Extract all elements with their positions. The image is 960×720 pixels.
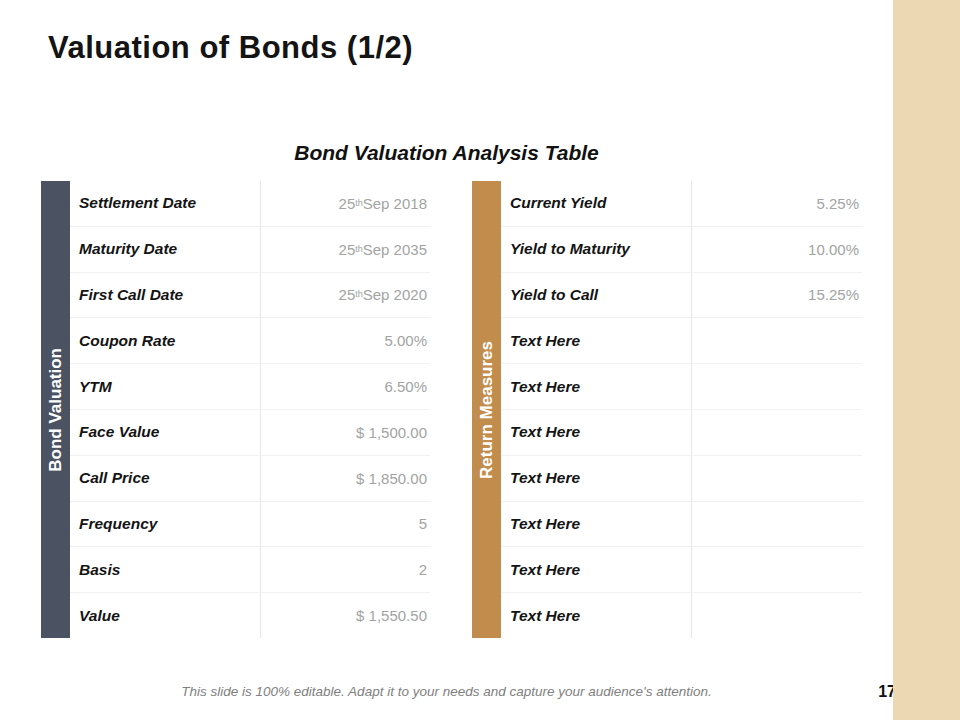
row-label: Settlement Date — [70, 181, 261, 226]
value-text: Sep 2035 — [363, 241, 427, 258]
value-text: 25 — [339, 286, 356, 303]
table-row: Face Value $ 1,500.00 — [70, 410, 430, 456]
page-title: Valuation of Bonds (1/2) — [48, 30, 413, 66]
value-text: 25 — [339, 195, 356, 212]
row-label: Current Yield — [501, 181, 692, 226]
row-label: First Call Date — [70, 273, 261, 318]
value-text: 15.25% — [808, 286, 859, 303]
row-label: Coupon Rate — [70, 318, 261, 363]
row-label: Text Here — [501, 318, 692, 363]
row-label: YTM — [70, 364, 261, 409]
table-row: Value $ 1,550.50 — [70, 593, 430, 638]
row-label: Text Here — [501, 410, 692, 455]
row-label: Basis — [70, 547, 261, 592]
row-value: 6.50% — [261, 364, 430, 409]
row-value — [692, 410, 862, 455]
bond-valuation-table: Bond Valuation Settlement Date 25th Sep … — [41, 181, 430, 638]
return-measures-sidebar: Return Measures — [472, 181, 501, 638]
value-text: 5 — [419, 515, 427, 532]
row-label: Text Here — [501, 364, 692, 409]
table-row: Text Here — [501, 547, 862, 593]
value-text: 2 — [419, 561, 427, 578]
value-text: $ 1,500.00 — [356, 424, 427, 441]
row-label: Text Here — [501, 593, 692, 638]
row-value — [692, 318, 862, 363]
value-text: 5.25% — [816, 195, 859, 212]
value-ordinal: th — [355, 245, 363, 254]
bond-valuation-rows: Settlement Date 25th Sep 2018 Maturity D… — [70, 181, 430, 638]
bond-valuation-sidebar-label: Bond Valuation — [46, 348, 66, 472]
table-row: YTM 6.50% — [70, 364, 430, 410]
presentation-slide: Valuation of Bonds (1/2) Bond Valuation … — [0, 0, 960, 720]
bond-valuation-sidebar: Bond Valuation — [41, 181, 70, 638]
table-row: Maturity Date 25th Sep 2035 — [70, 227, 430, 273]
table-row: Text Here — [501, 364, 862, 410]
table-row: Coupon Rate 5.00% — [70, 318, 430, 364]
table-row: Call Price $ 1,850.00 — [70, 456, 430, 502]
table-row: Text Here — [501, 318, 862, 364]
table-row: Frequency 5 — [70, 502, 430, 548]
row-value — [692, 456, 862, 501]
row-label: Value — [70, 593, 261, 638]
value-text: $ 1,850.00 — [356, 470, 427, 487]
row-label: Yield to Maturity — [501, 227, 692, 272]
table-row: Text Here — [501, 410, 862, 456]
row-label: Frequency — [70, 502, 261, 547]
table-row: Basis 2 — [70, 547, 430, 593]
return-measures-rows: Current Yield 5.25% Yield to Maturity 10… — [501, 181, 862, 638]
value-text: $ 1,550.50 — [356, 607, 427, 624]
stacked-coins-image — [893, 0, 960, 720]
table-row: Text Here — [501, 502, 862, 548]
table-row: Text Here — [501, 593, 862, 638]
row-label: Yield to Call — [501, 273, 692, 318]
table-row: Yield to Maturity 10.00% — [501, 227, 862, 273]
table-row: First Call Date 25th Sep 2020 — [70, 273, 430, 319]
row-label: Text Here — [501, 456, 692, 501]
row-value — [692, 593, 862, 638]
row-value — [692, 547, 862, 592]
value-ordinal: th — [355, 290, 363, 299]
value-text: 6.50% — [384, 378, 427, 395]
row-label: Text Here — [501, 502, 692, 547]
row-value: 2 — [261, 547, 430, 592]
value-text: 25 — [339, 241, 356, 258]
row-value — [692, 364, 862, 409]
row-label: Text Here — [501, 547, 692, 592]
row-value: 5 — [261, 502, 430, 547]
value-text: Sep 2018 — [363, 195, 427, 212]
table-row: Settlement Date 25th Sep 2018 — [70, 181, 430, 227]
row-value: 5.25% — [692, 181, 862, 226]
return-measures-table: Return Measures Current Yield 5.25% Yiel… — [472, 181, 862, 638]
row-value: $ 1,500.00 — [261, 410, 430, 455]
table-row: Text Here — [501, 456, 862, 502]
row-value: $ 1,550.50 — [261, 593, 430, 638]
row-label: Maturity Date — [70, 227, 261, 272]
row-label: Face Value — [70, 410, 261, 455]
row-label: Call Price — [70, 456, 261, 501]
row-value: 25th Sep 2020 — [261, 273, 430, 318]
row-value: 10.00% — [692, 227, 862, 272]
table-row: Current Yield 5.25% — [501, 181, 862, 227]
row-value: 15.25% — [692, 273, 862, 318]
footer-note: This slide is 100% editable. Adapt it to… — [0, 684, 893, 699]
table-row: Yield to Call 15.25% — [501, 273, 862, 319]
row-value — [692, 502, 862, 547]
row-value: 5.00% — [261, 318, 430, 363]
table-title: Bond Valuation Analysis Table — [0, 141, 893, 165]
row-value: 25th Sep 2018 — [261, 181, 430, 226]
value-text: Sep 2020 — [363, 286, 427, 303]
return-measures-sidebar-label: Return Measures — [477, 341, 497, 479]
value-ordinal: th — [355, 199, 363, 208]
value-text: 5.00% — [384, 332, 427, 349]
row-value: $ 1,850.00 — [261, 456, 430, 501]
row-value: 25th Sep 2035 — [261, 227, 430, 272]
value-text: 10.00% — [808, 241, 859, 258]
